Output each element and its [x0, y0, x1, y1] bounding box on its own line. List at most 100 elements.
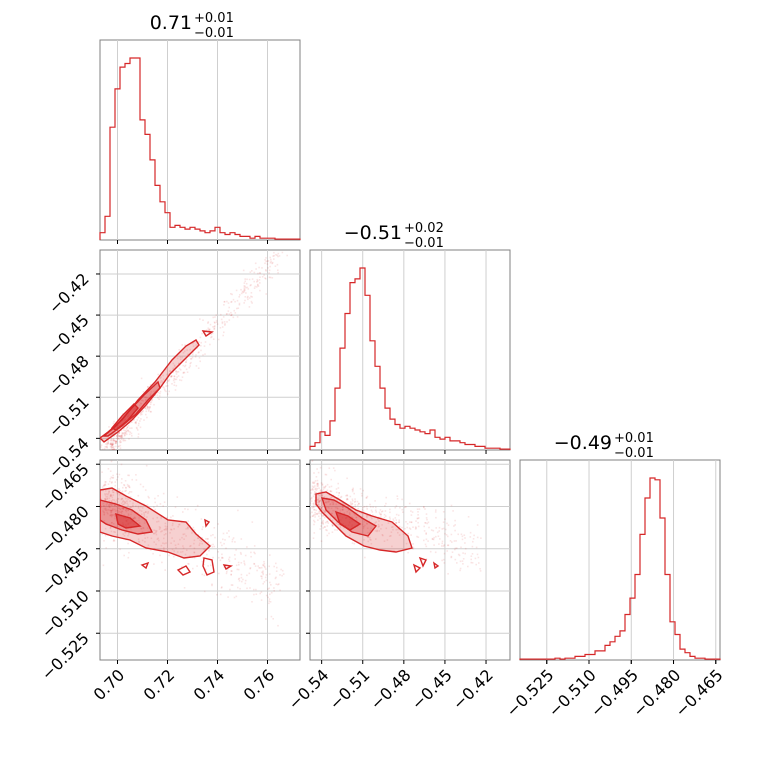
sample-point — [230, 314, 232, 317]
sample-point — [161, 561, 163, 564]
sample-point — [410, 514, 413, 516]
sample-point — [319, 500, 322, 502]
sample-point — [212, 543, 214, 546]
sample-point — [396, 495, 399, 497]
sample-point — [114, 514, 116, 516]
sample-point — [114, 531, 116, 533]
sample-point — [314, 480, 317, 482]
sample-point — [145, 464, 148, 467]
sample-point — [386, 539, 389, 541]
sample-point — [116, 434, 118, 437]
sample-point — [100, 505, 102, 507]
sample-point — [321, 490, 324, 492]
sample-point — [113, 499, 116, 501]
sample-point — [111, 429, 113, 432]
sample-point — [269, 261, 272, 264]
sample-point — [278, 255, 281, 257]
sample-point — [198, 544, 201, 546]
sample-point — [202, 319, 204, 321]
sample-point — [323, 499, 325, 501]
sample-point — [432, 538, 435, 541]
sample-point — [352, 506, 354, 508]
sample-point — [393, 520, 395, 522]
sample-point — [117, 445, 120, 448]
sample-point — [221, 321, 224, 323]
sample-point — [427, 521, 430, 524]
sample-point — [394, 522, 397, 524]
sample-point — [201, 537, 203, 539]
sample-point — [121, 432, 124, 435]
sample-point — [130, 432, 133, 435]
sample-point — [240, 576, 243, 579]
sample-point — [226, 321, 228, 323]
sample-point — [157, 495, 159, 497]
sample-point — [100, 446, 102, 448]
sample-point — [235, 595, 238, 598]
sample-point — [104, 498, 107, 500]
sample-point — [352, 489, 354, 491]
sample-point — [381, 534, 384, 536]
sample-point — [330, 512, 333, 515]
sample-point — [392, 518, 395, 521]
sample-point — [159, 392, 161, 395]
sample-point — [111, 445, 113, 448]
sample-point — [115, 525, 118, 528]
sample-point — [334, 510, 336, 512]
sample-point — [105, 443, 107, 445]
sample-point — [318, 501, 320, 503]
sample-point — [119, 441, 122, 444]
sample-point — [121, 513, 123, 515]
sample-point — [200, 344, 202, 347]
sample-point — [173, 540, 175, 542]
sample-point — [214, 322, 216, 324]
sample-point — [127, 474, 129, 477]
sample-point — [313, 481, 316, 484]
sample-point — [103, 540, 105, 542]
sample-point — [350, 504, 353, 506]
sample-point — [174, 506, 177, 509]
sample-point — [110, 447, 113, 450]
sample-point — [318, 500, 321, 502]
sample-point — [191, 532, 193, 534]
sample-point — [464, 537, 466, 539]
sample-point — [180, 551, 182, 553]
sample-point — [149, 394, 152, 397]
sample-point — [332, 503, 335, 505]
sample-point — [117, 507, 120, 510]
sample-point — [265, 260, 267, 263]
sample-point — [312, 537, 315, 539]
sample-point — [334, 529, 336, 531]
sample-point — [200, 349, 202, 352]
sample-point — [323, 511, 326, 513]
sample-point — [267, 267, 269, 269]
sample-point — [127, 515, 129, 518]
param-title-lower: −0.01 — [404, 236, 444, 251]
sample-point — [339, 525, 342, 527]
sample-point — [125, 489, 127, 492]
sample-point — [265, 270, 267, 272]
sample-point — [375, 506, 377, 509]
sample-point — [345, 494, 347, 497]
sample-point — [201, 560, 204, 563]
sample-point — [123, 484, 125, 486]
sample-point — [349, 501, 352, 503]
sample-point — [427, 540, 429, 542]
sample-point — [316, 479, 319, 482]
sample-point — [351, 488, 354, 491]
sample-point — [327, 506, 329, 509]
x-tick-label: −0.42 — [449, 665, 497, 713]
sample-point — [154, 497, 156, 500]
sample-point — [342, 505, 344, 508]
sample-point — [417, 521, 419, 524]
sample-point — [398, 521, 400, 523]
sample-point — [211, 336, 213, 338]
sample-point — [332, 494, 335, 497]
sample-point — [193, 556, 196, 559]
sample-point — [312, 502, 314, 505]
sample-point — [117, 512, 120, 515]
sample-point — [318, 491, 320, 494]
sample-point — [141, 413, 143, 416]
sample-point — [336, 499, 338, 502]
sample-point — [329, 517, 332, 519]
x-tick-label: −0.45 — [408, 665, 456, 713]
